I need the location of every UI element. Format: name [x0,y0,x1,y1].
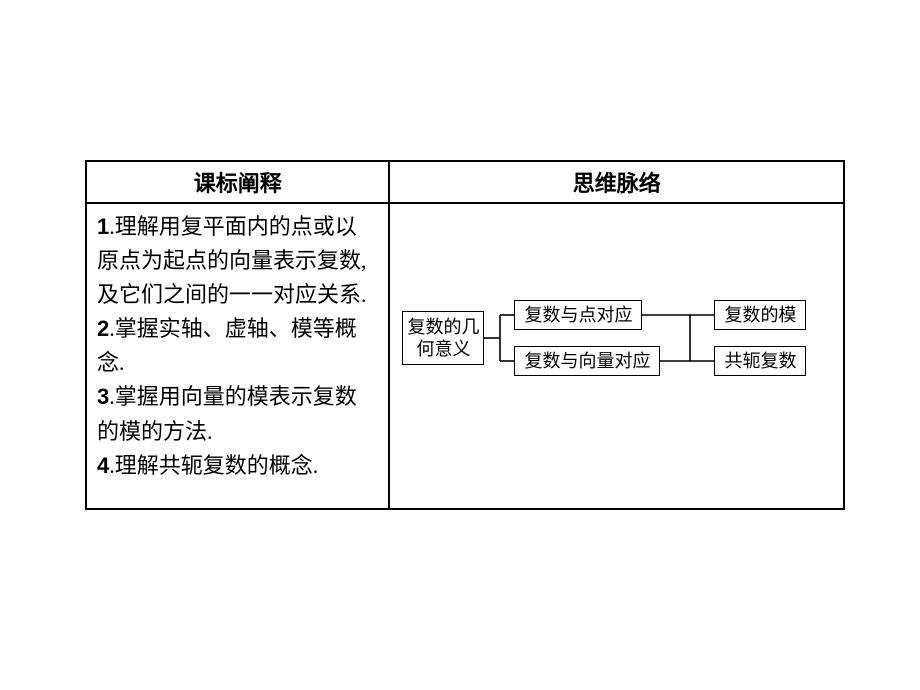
diagram-node-label: 复数的几何意义 [407,316,479,361]
diagram-node-leaf2: 共轭复数 [714,346,806,376]
diagram-node-label: 共轭复数 [724,350,796,373]
objective-text: .理解共轭复数的概念. [109,453,318,478]
diagram-node-mid2: 复数与向量对应 [514,346,660,376]
diagram-node-label: 复数的模 [724,304,796,327]
objective-number: 4 [97,453,109,478]
objective-text: .掌握用向量的模表示复数的模的方法. [97,384,357,443]
objective-text: .掌握实轴、虚轴、模等概念. [97,316,357,375]
diagram-node-label: 复数与点对应 [524,304,632,327]
objective-text: .理解用复平面内的点或以原点为起点的向量表示复数,及它们之间的一一对应关系. [97,214,367,307]
diagram-cell: 复数的几何意义 复数与点对应复数与向量对应 复数的模共轭复数 [390,204,843,508]
diagram-node-leaf1: 复数的模 [714,300,806,330]
objective-item: 3.掌握用向量的模表示复数的模的方法. [97,380,378,448]
diagram-node-root: 复数的几何意义 [402,311,484,365]
header-right: 思维脉络 [390,162,843,204]
page: 课标阐释 思维脉络 1.理解用复平面内的点或以原点为起点的向量表示复数,及它们之… [0,0,920,690]
objective-item: 2.掌握实轴、虚轴、模等概念. [97,312,378,380]
diagram-node-mid1: 复数与点对应 [514,300,642,330]
objective-number: 2 [97,316,109,341]
objective-number: 1 [97,214,109,239]
objective-item: 4.理解共轭复数的概念. [97,449,378,483]
body-row: 1.理解用复平面内的点或以原点为起点的向量表示复数,及它们之间的一一对应关系.2… [87,204,843,508]
diagram-node-label: 复数与向量对应 [524,350,650,373]
objectives-cell: 1.理解用复平面内的点或以原点为起点的向量表示复数,及它们之间的一一对应关系.2… [87,204,390,508]
objective-item: 1.理解用复平面内的点或以原点为起点的向量表示复数,及它们之间的一一对应关系. [97,210,378,312]
objective-number: 3 [97,384,109,409]
content-table: 课标阐释 思维脉络 1.理解用复平面内的点或以原点为起点的向量表示复数,及它们之… [85,160,845,510]
header-left: 课标阐释 [87,162,390,204]
header-row: 课标阐释 思维脉络 [87,162,843,204]
